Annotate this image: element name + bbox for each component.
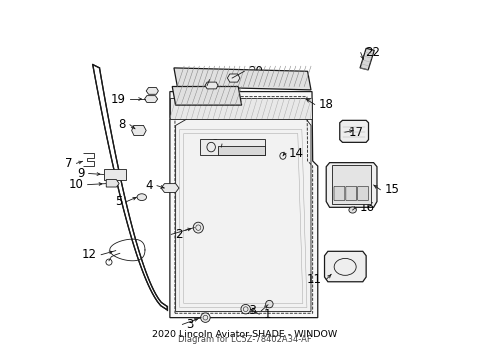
Text: 21: 21: [191, 73, 205, 86]
Ellipse shape: [193, 222, 203, 233]
PathPatch shape: [145, 96, 158, 102]
Text: Diagram for LC5Z-78402A34-AF: Diagram for LC5Z-78402A34-AF: [178, 336, 312, 345]
PathPatch shape: [106, 180, 119, 187]
PathPatch shape: [103, 169, 126, 180]
Text: 12: 12: [82, 248, 97, 261]
PathPatch shape: [205, 82, 218, 89]
Text: 10: 10: [69, 178, 84, 191]
PathPatch shape: [218, 146, 265, 155]
PathPatch shape: [170, 98, 312, 119]
Ellipse shape: [241, 305, 250, 314]
Text: 20: 20: [248, 65, 263, 78]
Text: 17: 17: [349, 126, 364, 139]
PathPatch shape: [227, 74, 240, 82]
PathPatch shape: [340, 120, 368, 142]
PathPatch shape: [175, 119, 311, 311]
PathPatch shape: [360, 48, 374, 70]
FancyBboxPatch shape: [358, 186, 368, 201]
Text: 22: 22: [365, 46, 380, 59]
FancyBboxPatch shape: [346, 186, 357, 201]
Text: 2020 Lincoln Aviator SHADE - WINDOW: 2020 Lincoln Aviator SHADE - WINDOW: [152, 330, 338, 339]
Text: 6: 6: [210, 138, 218, 150]
FancyBboxPatch shape: [334, 186, 345, 201]
PathPatch shape: [326, 163, 377, 207]
PathPatch shape: [200, 139, 265, 155]
PathPatch shape: [172, 86, 242, 105]
PathPatch shape: [170, 91, 318, 318]
Ellipse shape: [137, 194, 147, 201]
Text: 8: 8: [119, 118, 126, 131]
Text: 9: 9: [77, 167, 85, 180]
PathPatch shape: [132, 125, 146, 136]
Text: 3: 3: [187, 318, 194, 331]
Text: 13: 13: [243, 304, 257, 318]
Ellipse shape: [266, 300, 273, 308]
Text: 4: 4: [146, 179, 153, 192]
Text: 19: 19: [111, 93, 126, 105]
PathPatch shape: [174, 68, 311, 90]
Text: 5: 5: [115, 195, 122, 208]
Text: 18: 18: [319, 98, 334, 111]
PathPatch shape: [146, 87, 158, 94]
PathPatch shape: [332, 165, 371, 204]
Ellipse shape: [201, 313, 210, 322]
Text: 1: 1: [263, 308, 271, 321]
PathPatch shape: [161, 184, 179, 193]
PathPatch shape: [324, 251, 366, 282]
Text: 16: 16: [360, 201, 375, 214]
Text: 7: 7: [65, 157, 73, 170]
Ellipse shape: [349, 207, 356, 213]
Text: 2: 2: [175, 228, 183, 241]
Text: 14: 14: [289, 147, 304, 160]
Text: 11: 11: [307, 273, 322, 286]
Text: 15: 15: [385, 183, 399, 196]
